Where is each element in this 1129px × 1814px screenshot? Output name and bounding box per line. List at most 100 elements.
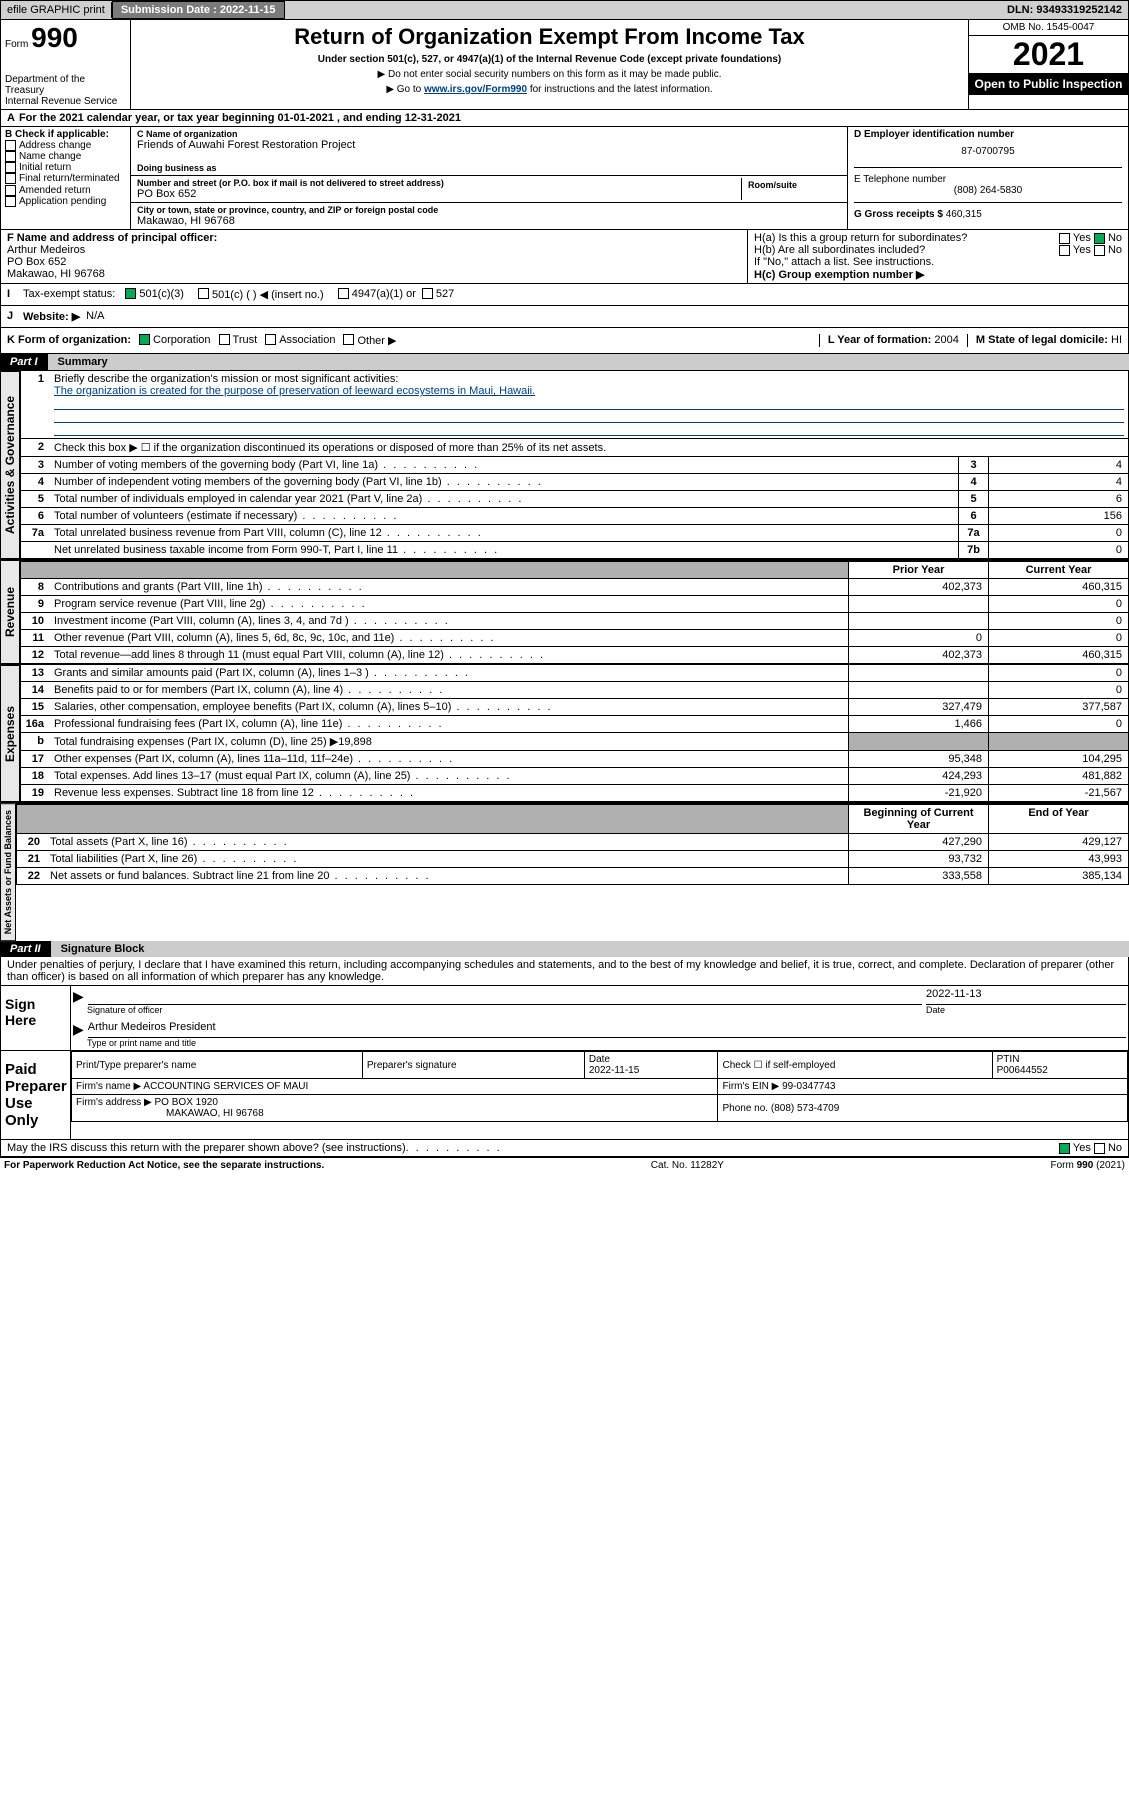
table-row: 7a Total unrelated business revenue from… [20, 525, 1129, 542]
vert-governance: Activities & Governance [0, 371, 20, 559]
C-name-label: C Name of organization [137, 129, 841, 139]
col-begin-label: Beginning of Current Year [848, 805, 988, 833]
checkbox-discuss-yes[interactable] [1059, 1143, 1070, 1154]
table-row: b Total fundraising expenses (Part IX, c… [20, 733, 1129, 751]
C-city-label: City or town, state or province, country… [137, 205, 841, 215]
sig-officer-label: Signature of officer [87, 1005, 926, 1015]
form-title: Return of Organization Exempt From Incom… [135, 24, 964, 50]
cat-number: Cat. No. 11282Y [651, 1160, 724, 1171]
line-A: A For the 2021 calendar year, or tax yea… [0, 110, 1129, 127]
mission-blank-line [54, 397, 1124, 410]
Hc: H(c) Group exemption number ▶ [754, 268, 1122, 281]
form-footer: Form 990 (2021) [1051, 1160, 1126, 1171]
K-label: K Form of organization: [7, 334, 131, 347]
year-box: OMB No. 1545-0047 2021 Open to Public In… [968, 20, 1128, 109]
part-I-header: Part I Summary [0, 354, 1129, 370]
expenses-block: Expenses 13 Grants and similar amounts p… [0, 664, 1129, 802]
section-KLM: K Form of organization: Corporation Trus… [0, 328, 1129, 354]
checkbox-initial-return[interactable] [5, 162, 16, 173]
col-DEG: D Employer identification number 87-0700… [848, 127, 1128, 229]
checkbox-501c3[interactable] [125, 288, 136, 299]
table-row: 13 Grants and similar amounts paid (Part… [20, 665, 1129, 682]
paid-preparer-row: Paid Preparer Use Only Print/Type prepar… [0, 1051, 1129, 1140]
form-number: 990 [31, 22, 78, 53]
J-label: Website: ▶ [23, 310, 80, 323]
discuss-row: May the IRS discuss this return with the… [0, 1140, 1129, 1157]
tax-year-range: For the 2021 calendar year, or tax year … [19, 112, 461, 124]
sig-date-label: Date [926, 1005, 1126, 1015]
topbar: efile GRAPHIC print Submission Date : 20… [0, 0, 1129, 20]
officer-addr1: PO Box 652 [7, 256, 741, 268]
firm-phone: (808) 573-4709 [771, 1103, 839, 1114]
checkbox-discuss-no[interactable] [1094, 1143, 1105, 1154]
C-room-label: Room/suite [748, 180, 835, 190]
form-subtitle: Under section 501(c), 527, or 4947(a)(1)… [135, 54, 964, 65]
page-footer: For Paperwork Reduction Act Notice, see … [0, 1157, 1129, 1173]
irs-label: Internal Revenue Service [5, 96, 126, 107]
table-row: 19 Revenue less expenses. Subtract line … [20, 785, 1129, 802]
checkbox-amended-return[interactable] [5, 185, 16, 196]
checkbox-ha-no[interactable] [1094, 233, 1105, 244]
checkbox-hb-no[interactable] [1094, 245, 1105, 256]
discuss-text: May the IRS discuss this return with the… [7, 1142, 406, 1154]
submission-date-button[interactable]: Submission Date : 2022-11-15 [112, 1, 285, 19]
table-row: 20 Total assets (Part X, line 16) 427,29… [16, 834, 1129, 851]
col-C: C Name of organization Friends of Auwahi… [131, 127, 848, 229]
checkbox-trust[interactable] [219, 334, 230, 345]
Hb: H(b) Are all subordinates included? Yes … [754, 244, 1122, 256]
checkbox-501c[interactable] [198, 288, 209, 299]
sig-name-label: Type or print name and title [87, 1038, 1126, 1048]
sign-here-label: Sign Here [1, 986, 71, 1050]
sig-date: 2022-11-13 [926, 988, 1126, 1005]
part-II-header: Part II Signature Block [0, 941, 1129, 957]
form-word: Form [5, 39, 28, 50]
table-row: 6 Total number of volunteers (estimate i… [20, 508, 1129, 525]
perjury-declaration: Under penalties of perjury, I declare th… [0, 957, 1129, 985]
checkbox-hb-yes[interactable] [1059, 245, 1070, 256]
website-value: N/A [86, 310, 104, 323]
org-name: Friends of Auwahi Forest Restoration Pro… [137, 139, 841, 151]
irs-link[interactable]: www.irs.gov/Form990 [424, 84, 527, 95]
ein: 87-0700795 [854, 146, 1122, 157]
table-row: 22 Net assets or fund balances. Subtract… [16, 868, 1129, 885]
table-row: 15 Salaries, other compensation, employe… [20, 699, 1129, 716]
checkbox-other[interactable] [343, 334, 354, 345]
netassets-block: Net Assets or Fund Balances Beginning of… [0, 802, 1129, 941]
vert-netassets: Net Assets or Fund Balances [0, 803, 16, 941]
B-label: B Check if applicable: [5, 129, 126, 140]
efile-label: efile GRAPHIC print [1, 2, 112, 18]
preparer-table: Print/Type preparer's name Preparer's si… [71, 1051, 1128, 1122]
checkbox-ha-yes[interactable] [1059, 233, 1070, 244]
table-row: 5 Total number of individuals employed i… [20, 491, 1129, 508]
H-note: If "No," attach a list. See instructions… [754, 256, 1122, 268]
mission-blank-line [54, 423, 1124, 436]
checkbox-app-pending[interactable] [5, 196, 16, 207]
table-row: 12 Total revenue—add lines 8 through 11 … [20, 647, 1129, 664]
prep-col-sig: Preparer's signature [362, 1052, 584, 1079]
prep-col-name: Print/Type preparer's name [72, 1052, 363, 1079]
checkbox-4947[interactable] [338, 288, 349, 299]
sign-here-row: Sign Here ▶ 2022-11-13 Signature of offi… [0, 985, 1129, 1051]
Ha: H(a) Is this a group return for subordin… [754, 232, 1122, 244]
checkbox-527[interactable] [422, 288, 433, 299]
part-I-title: Summary [48, 354, 1129, 370]
checkbox-name-change[interactable] [5, 151, 16, 162]
line2-text: Check this box ▶ ☐ if the organization d… [50, 439, 1128, 456]
checkbox-final-return[interactable] [5, 173, 16, 184]
checkbox-corp[interactable] [139, 334, 150, 345]
telephone: (808) 264-5830 [854, 185, 1122, 196]
col-prior-label: Prior Year [848, 562, 988, 578]
officer-name: Arthur Medeiros [7, 244, 741, 256]
firm-ein: 99-0347743 [782, 1081, 835, 1092]
prep-col-check: Check ☐ if self-employed [718, 1052, 992, 1079]
form-header: Form 990 Department of the Treasury Inte… [0, 20, 1129, 110]
checkbox-address-change[interactable] [5, 140, 16, 151]
table-row: 17 Other expenses (Part IX, column (A), … [20, 751, 1129, 768]
prep-col-ptin: PTINP00644552 [992, 1052, 1127, 1079]
table-row: 11 Other revenue (Part VIII, column (A),… [20, 630, 1129, 647]
checkbox-assoc[interactable] [265, 334, 276, 345]
prep-col-date: Date2022-11-15 [584, 1052, 718, 1079]
col-current-label: Current Year [988, 562, 1128, 578]
part-II-tag: Part II [0, 941, 51, 957]
line1-label: Briefly describe the organization's miss… [54, 373, 398, 385]
